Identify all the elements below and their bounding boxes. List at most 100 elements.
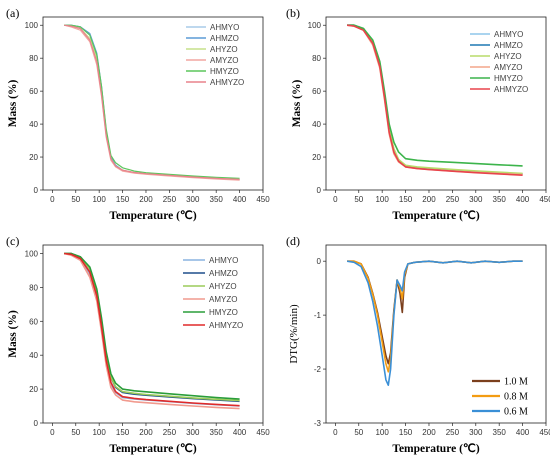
legend-label: AHMYO (209, 256, 238, 265)
x-tick-label: 300 (186, 428, 200, 437)
legend: AHMYO AHMZO AHYZO AMYZO HMYZO AHMYZO (183, 256, 243, 330)
y-tick-label: -1 (314, 311, 322, 320)
chart-panel-c: (c) 0 50 100 150 200 250 300 350 400 450 0 20 40 60 80 1… (6, 234, 270, 455)
y-tick-label: 80 (312, 54, 321, 63)
y-axis-title: Mass (%) (7, 310, 19, 358)
x-axis-title: Temperature (℃) (109, 442, 196, 455)
y-tick-label: 60 (312, 87, 321, 96)
y-tick-label: 100 (25, 249, 39, 258)
y-tick-label: 0 (317, 186, 322, 195)
legend: 1.0 M 0.8 M 0.6 M (472, 377, 528, 418)
legend-label: AHYZO (209, 282, 237, 291)
x-tick-label: 350 (210, 428, 224, 437)
x-tick-label: 100 (375, 195, 389, 204)
series-line-ahmyzo (346, 24, 523, 176)
legend-label: HMYZO (210, 67, 239, 76)
series-line-hmyzo (64, 252, 240, 400)
x-tick-label: 300 (469, 195, 483, 204)
x-tick-label: 50 (71, 428, 80, 437)
y-tick-label: -2 (314, 365, 322, 374)
y-tick-label: 80 (29, 54, 38, 63)
chart-panel-a: (a) 0 50 100 150 200 250 300 350 400 450 0 20 40 60 80 1… (6, 6, 270, 222)
x-tick-label: 200 (139, 428, 153, 437)
y-tick-label: 20 (29, 385, 38, 394)
x-tick-label: 100 (92, 428, 106, 437)
legend-label: AMYZO (209, 295, 237, 304)
legend-label: AHMYZO (210, 78, 244, 87)
y-tick-label: 100 (308, 21, 322, 30)
x-tick-label: 200 (422, 195, 436, 204)
legend-label: 0.6 M (504, 407, 528, 418)
legend-label: AHYZO (494, 52, 522, 61)
legend-label: AMYZO (494, 63, 522, 72)
y-tick-label: 0 (34, 419, 39, 428)
legend: AHMYO AHMZO AHYZO AMYZO HMYZO AHMYZO (470, 30, 528, 94)
legend-label: 1.0 M (504, 377, 528, 388)
y-axis-title: Mass (%) (7, 80, 19, 128)
y-tick-label: 100 (25, 21, 39, 30)
legend: AHMYO AHMZO AHYZO AMYZO HMYZO AHMYZO (186, 23, 244, 87)
series-line-0-6-m (346, 260, 523, 387)
y-tick-label: 80 (29, 283, 38, 292)
x-tick-label: 50 (354, 195, 363, 204)
y-tick-label: -3 (314, 419, 322, 428)
x-tick-label: 350 (493, 428, 507, 437)
x-tick-label: 300 (469, 428, 483, 437)
y-tick-label: 40 (29, 351, 38, 360)
x-tick-label: 100 (92, 195, 106, 204)
y-tick-label: 20 (29, 153, 38, 162)
x-tick-label: 100 (375, 428, 389, 437)
legend-label: AHMYO (494, 30, 523, 39)
plot-frame (325, 16, 547, 191)
series-line-ahmyzo (64, 252, 240, 407)
x-tick-label: 400 (233, 195, 247, 204)
y-tick-label: 0 (34, 186, 39, 195)
x-tick-label: 400 (233, 428, 247, 437)
series-line-1-0-m (347, 260, 523, 365)
x-tick-label: 450 (256, 195, 270, 204)
chart-panel-d: (d) 0 50 100 150 200 250 300 350 400 450 -3 -2 -1 0 Tem… (286, 234, 550, 455)
x-tick-label: 250 (163, 195, 177, 204)
plot-frame (42, 244, 264, 424)
y-axis-title: Mass (%) (291, 80, 303, 128)
y-tick-label: 0 (317, 257, 322, 266)
y-tick-label: 20 (312, 153, 321, 162)
x-tick-label: 400 (516, 195, 530, 204)
panel-label: (c) (6, 234, 19, 248)
y-tick-label: 40 (312, 120, 321, 129)
x-tick-label: 150 (116, 195, 130, 204)
x-tick-label: 450 (256, 428, 270, 437)
x-tick-label: 250 (446, 195, 460, 204)
legend-label: AHMZO (494, 41, 523, 50)
plot-frame (42, 16, 264, 191)
x-tick-label: 250 (163, 428, 177, 437)
legend-label: HMYZO (494, 74, 523, 83)
y-tick-label: 40 (29, 120, 38, 129)
x-tick-label: 350 (210, 195, 224, 204)
x-tick-label: 150 (399, 428, 413, 437)
series-line-0-8-m (347, 260, 523, 373)
plot-frame (325, 244, 547, 424)
x-tick-label: 150 (399, 195, 413, 204)
x-tick-label: 200 (139, 195, 153, 204)
x-axis-title: Temperature (℃) (109, 209, 196, 222)
legend-label: AHMYZO (209, 321, 243, 330)
panel-label: (a) (6, 6, 19, 20)
x-tick-label: 450 (539, 428, 550, 437)
panel-label: (d) (286, 234, 300, 248)
y-tick-label: 60 (29, 317, 38, 326)
x-tick-label: 450 (539, 195, 550, 204)
legend-label: AHMZO (209, 269, 238, 278)
x-axis-title: Temperature (℃) (392, 442, 479, 455)
x-tick-label: 0 (50, 195, 55, 204)
series-line-hmyzo (64, 24, 240, 179)
x-tick-label: 250 (446, 428, 460, 437)
x-tick-label: 0 (50, 428, 55, 437)
chart-panel-b: (b) 0 50 100 150 200 250 300 350 400 450 0 20 40 60 80 1… (286, 6, 550, 222)
legend-label: AHYZO (210, 45, 238, 54)
legend-label: 0.8 M (504, 392, 528, 403)
series-line-amyzo (63, 252, 240, 410)
legend-label: AHMYZO (494, 85, 528, 94)
x-tick-label: 0 (333, 428, 338, 437)
